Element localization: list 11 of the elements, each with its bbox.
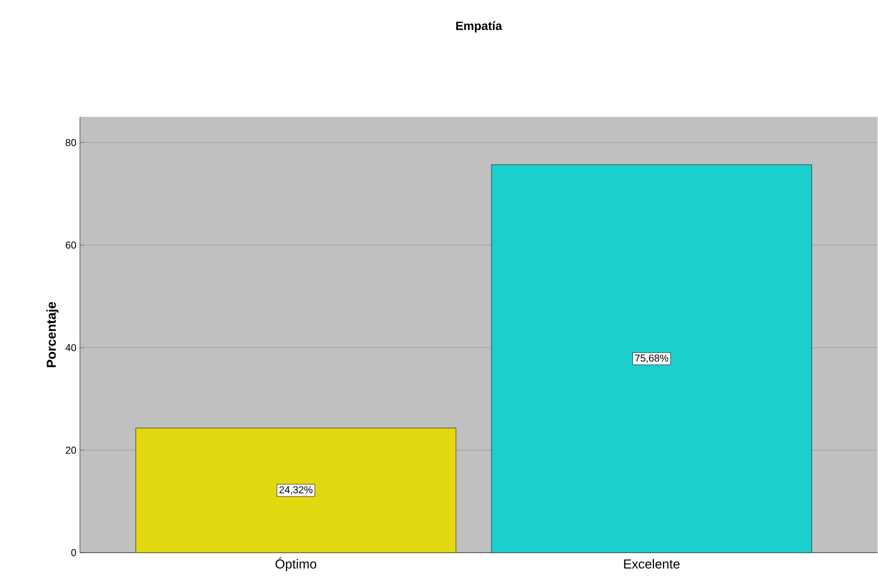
y-tick-label: 80 [66,139,76,146]
x-tick-label: Excelente [624,559,680,569]
y-tick-label: 20 [66,446,76,454]
y-axis-title: Porcentaje [46,302,58,368]
data-label: 24,32% [279,486,312,495]
y-tick-label: 0 [71,549,76,556]
y-tick-label: 40 [66,344,76,352]
y-tick-label: 60 [66,242,76,249]
data-label: 75,68% [635,354,668,363]
x-tick-label: Óptimo [276,557,316,572]
chart-title: Empatía [456,21,502,33]
